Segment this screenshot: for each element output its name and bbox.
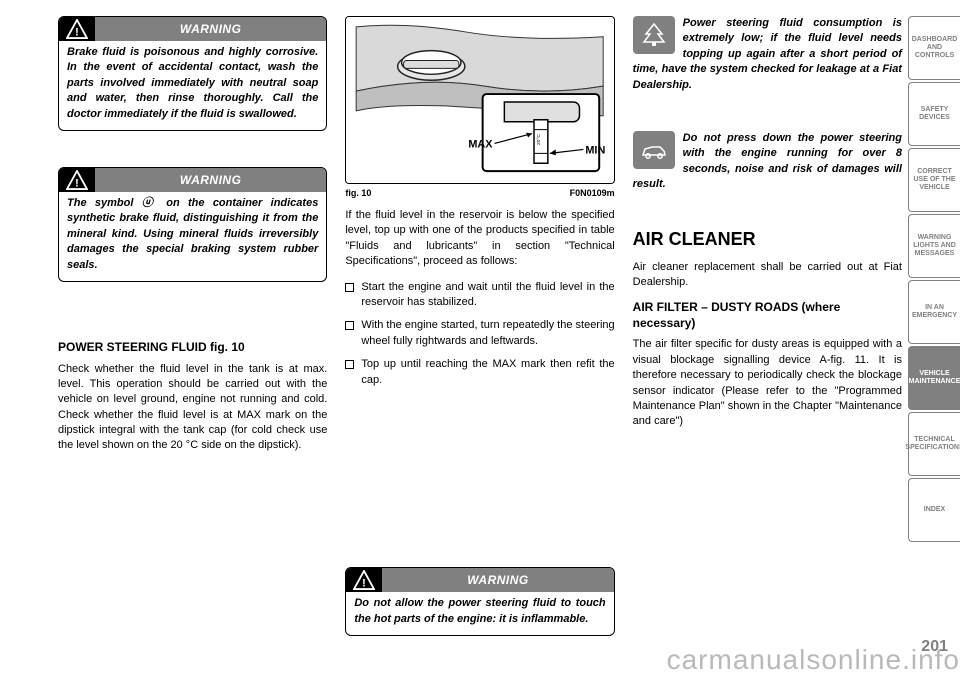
warning-header: ! WARNING	[59, 168, 326, 192]
warning-body: Do not allow the power steering fluid to…	[346, 592, 613, 635]
max-label: MAX	[469, 138, 494, 150]
tab-warning-lights[interactable]: WARNING LIGHTS AND MESSAGES	[908, 214, 960, 278]
svg-text:!: !	[75, 177, 79, 189]
figure-code: F0N0109m	[570, 188, 615, 198]
warning-box-inflammable: ! WARNING Do not allow the power steerin…	[345, 567, 614, 636]
warning-triangle-icon: !	[59, 17, 95, 41]
list-item: Start the engine and wait until the flui…	[345, 280, 614, 311]
figure-number: fig. 10	[345, 188, 371, 198]
warning-title-wrap: WARNING	[382, 568, 613, 592]
tab-emergency[interactable]: IN AN EMERGENCY	[908, 280, 960, 344]
heading-power-steering: POWER STEERING FLUID fig. 10	[58, 340, 327, 356]
figure-caption: fig. 10 F0N0109m	[345, 188, 614, 198]
column-2: 20°C MAX MIN fig. 10 F0N0109m If the flu…	[345, 16, 614, 636]
paragraph-air-filter: The air filter specific for dusty areas …	[633, 337, 902, 429]
car-side-icon	[633, 131, 675, 169]
info-box-do-not-press: Do not press down the power steering wit…	[633, 131, 902, 193]
paragraph-air-cleaner: Air cleaner replacement shall be carried…	[633, 260, 902, 291]
warning-box-symbol: ! WARNING The symbol ⓤ on the container …	[58, 167, 327, 282]
tab-maintenance[interactable]: VEHICLE MAINTENANCE	[908, 346, 960, 410]
warning-title-wrap: WARNING	[95, 17, 326, 41]
tab-technical[interactable]: TECHNICAL SPECIFICATIONS	[908, 412, 960, 476]
list-item: With the engine started, turn repeatedly…	[345, 318, 614, 349]
warning-header: ! WARNING	[346, 568, 613, 592]
watermark: carmanualsonline.info	[667, 644, 960, 676]
tab-index[interactable]: INDEX	[908, 478, 960, 542]
page-content: ! WARNING Brake fluid is poisonous and h…	[58, 16, 902, 636]
list-item: Top up until reaching the MAX mark then …	[345, 357, 614, 388]
heading-air-cleaner: AIR CLEANER	[633, 229, 902, 250]
warning-triangle-icon: !	[59, 168, 95, 192]
min-label: MIN	[586, 144, 606, 156]
procedure-list: Start the engine and wait until the flui…	[345, 280, 614, 396]
warning-title: WARNING	[180, 22, 242, 36]
info-box-consumption: Power steering fluid consumption is extr…	[633, 16, 902, 93]
paragraph-topup-intro: If the fluid level in the reservoir is b…	[345, 208, 614, 270]
warning-body: Brake fluid is poisonous and highly corr…	[59, 41, 326, 130]
warning-title: WARNING	[180, 173, 242, 187]
column-1: ! WARNING Brake fluid is poisonous and h…	[58, 16, 327, 636]
side-tabs: DASHBOARD AND CONTROLS SAFETY DEVICES CO…	[908, 16, 960, 544]
warning-box-brake-fluid: ! WARNING Brake fluid is poisonous and h…	[58, 16, 327, 131]
figure-10: 20°C MAX MIN	[345, 16, 614, 184]
svg-text:!: !	[363, 578, 367, 590]
svg-text:!: !	[75, 26, 79, 38]
warning-header: ! WARNING	[59, 17, 326, 41]
warning-triangle-icon: !	[346, 568, 382, 592]
column-3: Power steering fluid consumption is extr…	[633, 16, 902, 636]
warning-title-wrap: WARNING	[95, 168, 326, 192]
tree-eco-icon	[633, 16, 675, 54]
warning-title: WARNING	[467, 573, 529, 587]
tab-safety[interactable]: SAFETY DEVICES	[908, 82, 960, 146]
tab-dashboard[interactable]: DASHBOARD AND CONTROLS	[908, 16, 960, 80]
subheading-air-filter: AIR FILTER – DUSTY ROADS (where necessar…	[633, 300, 902, 331]
svg-text:20°C: 20°C	[536, 134, 542, 145]
paragraph-power-steering: Check whether the fluid level in the tan…	[58, 362, 327, 454]
warning-body: The symbol ⓤ on the container indicates …	[59, 192, 326, 281]
tab-correct-use[interactable]: CORRECT USE OF THE VEHICLE	[908, 148, 960, 212]
